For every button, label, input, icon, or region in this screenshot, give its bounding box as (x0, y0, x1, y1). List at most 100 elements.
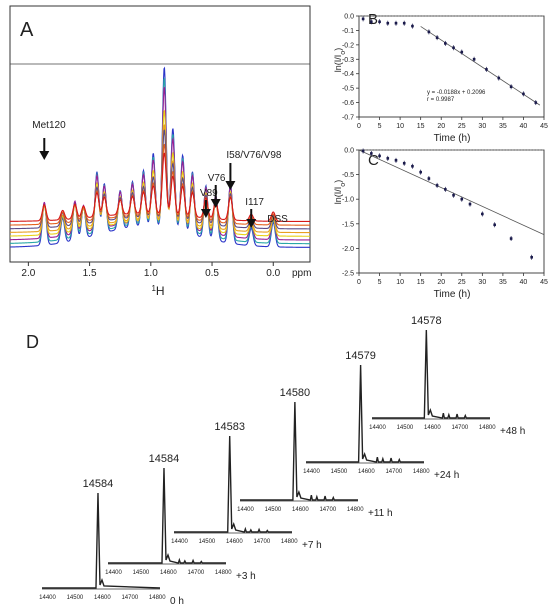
mass-spectrum-6: 14400 14500 14600 14700 14800 14578 +48 h (369, 315, 525, 437)
panel-c-y-tick-label: 0.0 (344, 148, 354, 155)
panel-b-x-tick-label: 40 (520, 123, 528, 130)
panel-b-data-point (497, 76, 501, 80)
mass-axis-tick-label: 14600 (424, 425, 441, 431)
panel-c-data-point (460, 197, 464, 201)
mass-peak-label: 14583 (214, 421, 245, 433)
mass-peak-label: 14584 (83, 478, 114, 490)
panel-b-y-tick-label: -0.2 (342, 42, 354, 49)
panel-c-y-tick-label: -1.5 (342, 221, 354, 228)
panel-b-fit-r: r = 0.9987 (427, 97, 455, 103)
panel-b-y-tick-label: -0.6 (342, 100, 354, 107)
panel-b-y-tick-label: -0.4 (342, 71, 354, 78)
panel-a-x-label: 1H (151, 284, 164, 299)
mass-peak-label: 14578 (411, 315, 442, 327)
panel-b-data-point (472, 57, 476, 61)
panel-b-data-point (534, 101, 538, 104)
panel-d-letter: D (26, 332, 39, 352)
panel-c-data-point (481, 212, 484, 216)
mass-axis-tick-label: 14500 (331, 469, 348, 475)
mass-axis-tick-label: 14400 (105, 570, 122, 576)
panel-c-x-tick-label: 15 (417, 279, 425, 286)
mass-axis-tick-label: 14400 (39, 595, 56, 601)
peak-annotation-arrow-head (210, 199, 221, 208)
mass-spectrum-2: 14400 14500 14600 14700 14800 14584 +3 h (105, 453, 256, 582)
panel-c-x-tick-label: 45 (540, 279, 548, 286)
mass-axis-tick-label: 14600 (160, 570, 177, 576)
panel-c-data-point (427, 177, 431, 180)
panel-a-frame (9, 5, 311, 263)
mass-peak-label: 14580 (280, 387, 311, 399)
panel-b-y-tick-label: -0.7 (342, 115, 354, 122)
mass-peak-label: 14579 (345, 350, 376, 362)
mass-axis-tick-label: 14600 (226, 539, 243, 545)
mass-spectrum-time-label: +48 h (500, 426, 525, 437)
panel-b-data-point (361, 17, 365, 21)
panel-b-data-point (460, 50, 464, 54)
panel-c-x-tick-label: 5 (378, 279, 382, 286)
panel-c-x-label: Time (h) (434, 289, 471, 300)
mass-axis-tick-label: 14800 (149, 595, 166, 601)
panel-c-data-point (419, 170, 422, 174)
spectrum-trace-5 (9, 123, 310, 234)
panel-b-x-tick-label: 10 (396, 123, 404, 130)
mass-spectrum-5: 14400 14500 14600 14700 14800 14579 +24 h (303, 350, 459, 481)
mass-spectrum-time-label: 0 h (170, 596, 184, 607)
panel-c-data-point (493, 223, 496, 227)
panel-b-data-point (394, 21, 398, 25)
panel-b-y-tick-label: -0.1 (342, 28, 354, 35)
panel-b-y-tick-label: -0.5 (342, 86, 354, 93)
mass-axis-tick-label: 14600 (94, 595, 111, 601)
mass-axis-tick-label: 14700 (121, 595, 138, 601)
panel-a-x-tick-label: 2.0 (21, 268, 35, 279)
panel-c-x-tick-label: 35 (499, 279, 507, 286)
panel-a-x-tick-label: 1.0 (144, 268, 158, 279)
panel-b-data-point (411, 24, 414, 28)
mass-axis-tick-label: 14800 (281, 539, 298, 545)
mass-spectrum-trace (42, 492, 161, 589)
spectrum-trace-8 (10, 152, 310, 223)
mass-spectrum-trace (372, 329, 490, 419)
panel-b-data-point (402, 21, 406, 25)
panel-a-x-tick-label: 0.5 (205, 268, 219, 279)
panel-b-x-tick-label: 25 (458, 123, 466, 130)
panel-c-data-point (435, 184, 439, 187)
panel-b-data-point (370, 20, 373, 24)
panel-c-y-tick-label: -0.5 (342, 172, 354, 179)
panel-c-x-tick-label: 0 (357, 279, 361, 286)
mass-spectrum-trace (306, 364, 424, 463)
panel-a-x-tick-label: 0.0 (266, 268, 280, 279)
panel-c-y-tick-label: -2.0 (342, 246, 354, 253)
panel-c-letter: C (368, 152, 379, 169)
mass-spectrum-time-label: +11 h (368, 508, 393, 519)
panel-c-y-tick-label: -1.0 (342, 197, 354, 204)
panel-c-data-point (530, 255, 533, 259)
panel-c-data-point (378, 154, 381, 158)
panel-b-y-tick-label: -0.3 (342, 57, 354, 64)
mass-spectrum-3: 14400 14500 14600 14700 14800 14583 +7 h (171, 421, 322, 551)
panel-c-x-tick-label: 30 (478, 279, 486, 286)
panel-c-x-tick-label: 25 (458, 279, 466, 286)
panel-b-data-point (509, 85, 513, 88)
panel-b-x-tick-label: 20 (437, 123, 445, 130)
mass-axis-tick-label: 14500 (67, 595, 84, 601)
panel-c-y-tick-label: -2.5 (342, 271, 354, 278)
mass-axis-tick-label: 14500 (397, 425, 414, 431)
panel-d-spectra-stack: 14400 14500 14600 14700 14800 14584 0 h 14400 14… (39, 315, 525, 607)
mass-spectrum-time-label: +24 h (434, 470, 459, 481)
mass-axis-tick-label: 14700 (385, 469, 402, 475)
panel-b-chart: B 0 5 10 15 20 25 30 35 40 45 0.0 -0.1 -0.2 -0.3 -0.4 -… (333, 11, 548, 144)
mass-spectrum-time-label: +3 h (236, 571, 256, 582)
peak-annotation-label: V76 (208, 173, 226, 184)
mass-axis-tick-label: 14500 (133, 570, 150, 576)
panel-b-fit-equation: y = -0.0188x + 0.2096 (427, 90, 486, 96)
panel-b-x-tick-label: 35 (499, 123, 507, 130)
panel-b-data-point (435, 36, 439, 39)
panel-b-x-tick-label: 30 (478, 123, 486, 130)
mass-spectrum-trace (240, 401, 358, 501)
panel-a-x-axis: 2.0 1.5 1.0 0.5 0.0 (21, 262, 281, 279)
panel-c-x-tick-label: 20 (437, 279, 445, 286)
panel-b-x-tick-label: 15 (417, 123, 425, 130)
